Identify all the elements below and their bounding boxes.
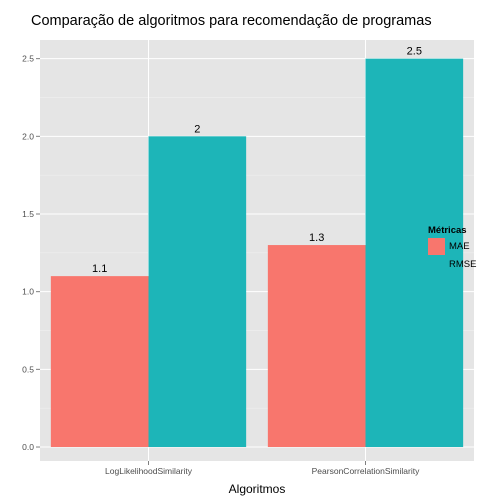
x-tick-label: LogLikelihoodSimilarity xyxy=(105,466,193,476)
data-label: 1.3 xyxy=(309,232,324,244)
legend-label-mae: MAE xyxy=(449,241,470,252)
legend-key-rmse xyxy=(428,256,445,273)
y-tick-label: 0.5 xyxy=(22,364,34,374)
legend-label-rmse: RMSE xyxy=(449,259,477,270)
y-tick-label: 2.0 xyxy=(22,131,34,141)
bar-mae xyxy=(50,276,149,448)
bar-mae xyxy=(267,245,366,448)
y-tick-label: 1.5 xyxy=(22,209,34,219)
bar-rmse xyxy=(365,58,464,448)
chart-title: Comparação de algoritmos para recomendaç… xyxy=(31,13,432,29)
data-label: 1.1 xyxy=(92,263,107,275)
legend-key-mae xyxy=(428,238,445,255)
legend-item-rmse: RMSE xyxy=(428,256,476,273)
y-tick-label: 0.0 xyxy=(22,442,34,452)
legend-title: Métricas xyxy=(428,225,467,236)
data-label: 2 xyxy=(194,123,200,135)
legend-item-mae: MAE xyxy=(428,238,470,255)
y-tick-label: 2.5 xyxy=(22,54,34,64)
x-axis-label: Algoritmos xyxy=(228,482,286,496)
y-tick-label: 1.0 xyxy=(22,287,34,297)
data-label: 2.5 xyxy=(407,46,422,58)
bar-rmse xyxy=(148,136,247,448)
x-tick-label: PearsonCorrelationSimilarity xyxy=(312,466,420,476)
